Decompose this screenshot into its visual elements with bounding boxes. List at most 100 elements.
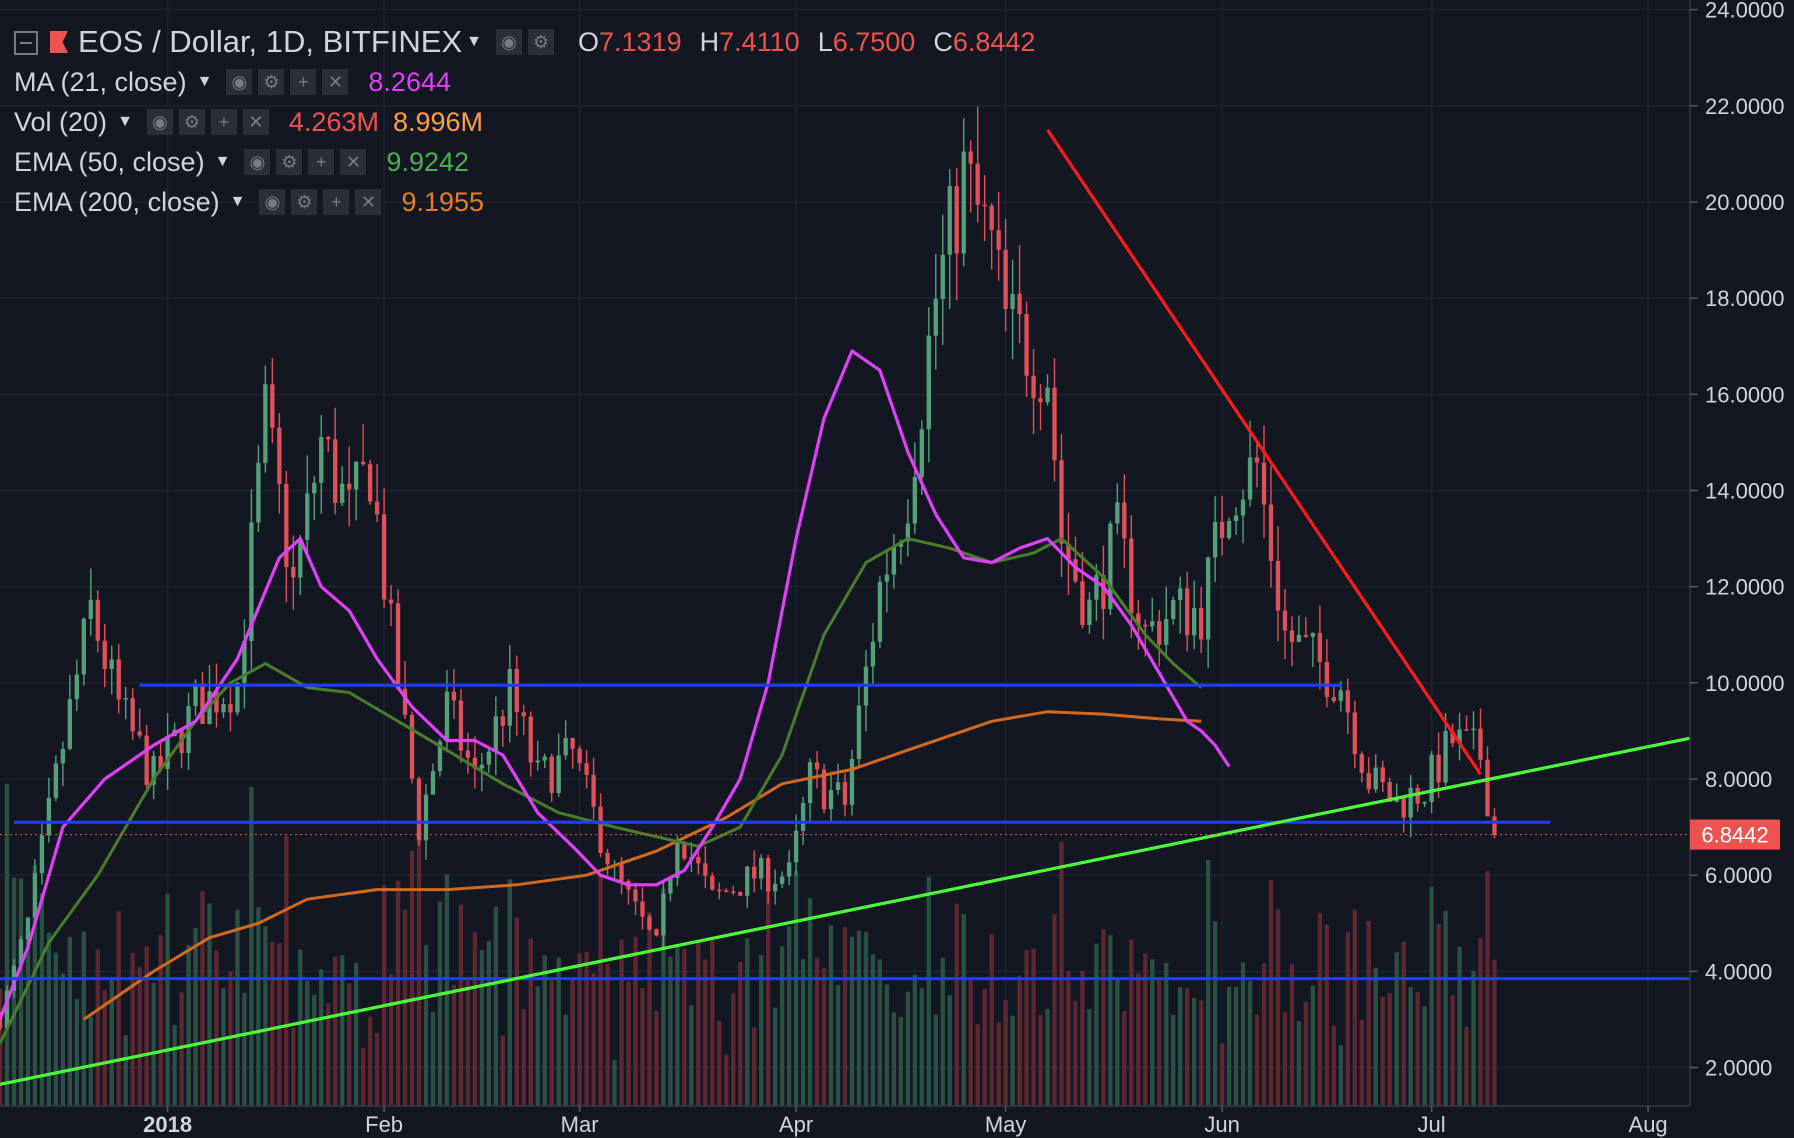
volume-bar [1080,970,1085,1106]
volume-bar [1240,962,1246,1106]
symbol-title[interactable]: EOS / Dollar, 1D, BITFINEX [78,24,463,59]
indicator-row-ema50[interactable]: EMA (50, close) ▼ ◉ ⚙ + ✕ 9.9242 [14,142,1035,182]
eye-icon[interactable]: ◉ [496,29,522,55]
candle-body [1010,293,1015,310]
candle-body [1338,690,1343,701]
plus-icon[interactable]: + [290,69,317,95]
candle-body [109,659,114,669]
price-axis-panel[interactable] [1690,0,1794,1138]
close-icon[interactable]: ✕ [340,149,367,175]
close-icon[interactable]: ✕ [355,189,382,215]
last-price-label: 6.8442 [1690,819,1780,850]
candle-body [1387,782,1392,802]
volume-bar [0,988,3,1106]
plus-icon[interactable]: + [210,109,237,135]
volume-bar [1178,987,1183,1106]
close-icon[interactable]: ✕ [242,109,269,135]
volume-bar [738,961,743,1106]
gear-icon[interactable]: ⚙ [291,189,318,215]
close-icon[interactable]: ✕ [322,69,349,95]
gear-icon[interactable]: ⚙ [258,69,285,95]
eye-icon[interactable]: ◉ [244,149,271,175]
candle-body [193,685,198,707]
volume-bar [221,988,226,1106]
descending-trendline [1046,128,1482,776]
eye-icon[interactable]: ◉ [226,69,253,95]
volume-bar [46,932,52,1106]
candle-body [1108,523,1113,609]
volume-bar [333,956,338,1106]
volume-bar [347,983,352,1106]
candle-body [1415,787,1420,804]
volume-bar [472,932,478,1106]
volume-bar [982,988,987,1106]
candle-body [249,522,254,641]
volume-bar [1122,1010,1127,1106]
indicator-label[interactable]: Vol (20) [14,107,108,137]
candle-body [305,493,310,540]
ema50-line [0,537,1203,1045]
indicator-row-volume[interactable]: Vol (20) ▼ ◉ ⚙ + ✕ 4.263M 8.996M [14,102,1035,142]
ohlc-open-key: O [578,27,600,57]
candle-body [1331,697,1337,701]
candle-body [1136,613,1141,625]
gear-icon[interactable]: ⚙ [276,149,303,175]
indicator-label[interactable]: EMA (50, close) [14,147,205,177]
volume-bar [1136,973,1141,1106]
candle-body [1198,607,1204,640]
candle-body [598,806,603,854]
price-tick-label: 18.0000 [1705,286,1785,311]
candle-body [333,439,338,503]
chevron-down-icon[interactable]: ▼ [117,113,133,130]
candle-body [479,764,485,769]
plus-icon[interactable]: + [308,149,335,175]
volume-bar [1066,971,1071,1106]
candle-body [326,437,331,440]
indicator-row-ma21[interactable]: MA (21, close) ▼ ◉ ⚙ + ✕ 8.2644 [14,62,1035,102]
gear-icon[interactable]: ⚙ [528,29,554,55]
volume-bar [919,988,924,1106]
candle-body [486,751,492,765]
candle-body [654,929,659,936]
candle-body [263,384,268,463]
volume-bar [1226,986,1232,1106]
candle-body [905,523,911,542]
indicator-value: 8.2644 [368,67,451,97]
chevron-down-icon[interactable]: ▼ [196,73,213,90]
volume-bar [731,993,736,1106]
volume-bar [1045,1008,1050,1106]
candle-body [353,461,359,490]
volume-bar [1492,959,1497,1106]
chevron-down-icon[interactable]: ▼ [229,193,246,210]
candle-body [81,618,86,675]
indicator-label[interactable]: MA (21, close) [14,67,187,97]
volume-bar [800,959,806,1106]
eye-icon[interactable]: ◉ [146,109,173,135]
chevron-down-icon[interactable]: ▼ [466,33,482,50]
indicator-label[interactable]: EMA (200, close) [14,187,220,217]
candle-body [493,716,498,752]
candle-body [619,864,624,881]
candle-body [1380,767,1385,783]
volume-bar [1478,938,1483,1106]
candle-body [312,482,317,494]
drawn-trendlines[interactable] [0,128,1691,1086]
indicator-row-ema200[interactable]: EMA (200, close) ▼ ◉ ⚙ + ✕ 9.1955 [14,182,1035,222]
eye-icon[interactable]: ◉ [259,189,286,215]
candle-body [123,697,128,700]
candle-body [1192,607,1197,636]
candle-body [367,464,373,502]
volume-bar [933,1014,938,1106]
chevron-down-icon[interactable]: ▼ [214,153,231,170]
volume-bar [249,787,254,1106]
volume-bar [1450,995,1455,1106]
volume-bar [277,943,282,1106]
volume-bar [402,909,408,1106]
candle-body [793,830,799,863]
candle-body [88,599,93,619]
gear-icon[interactable]: ⚙ [178,109,205,135]
plus-icon[interactable]: + [323,189,350,215]
volume-bar [374,1033,380,1106]
collapse-icon[interactable] [14,31,38,55]
